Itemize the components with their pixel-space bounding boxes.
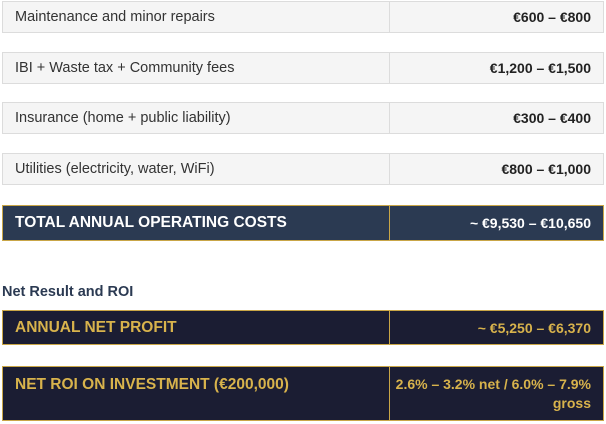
roi-label: NET ROI ON INVESTMENT (€200,000) [2, 366, 390, 421]
net-roi-row: NET ROI ON INVESTMENT (€200,000) 2.6% – … [2, 366, 604, 421]
cost-row-maintenance: Maintenance and minor repairs €600 – €80… [2, 1, 604, 33]
section-title: Net Result and ROI [2, 284, 134, 300]
cost-value: €1,200 – €1,500 [390, 52, 604, 84]
cost-value: €300 – €400 [390, 102, 604, 134]
cost-row-utilities: Utilities (electricity, water, WiFi) €80… [2, 153, 604, 185]
roi-value: 2.6% – 3.2% net / 6.0% – 7.9% gross [390, 366, 604, 421]
annual-net-profit-row: ANNUAL NET PROFIT ~ €5,250 – €6,370 [2, 310, 604, 345]
cost-row-taxes: IBI + Waste tax + Community fees €1,200 … [2, 52, 604, 84]
cost-label: Utilities (electricity, water, WiFi) [2, 153, 390, 185]
total-value: ~ €9,530 – €10,650 [390, 205, 604, 241]
cost-label: Maintenance and minor repairs [2, 1, 390, 33]
cost-label: IBI + Waste tax + Community fees [2, 52, 390, 84]
cost-value: €800 – €1,000 [390, 153, 604, 185]
cost-value: €600 – €800 [390, 1, 604, 33]
total-operating-costs-row: TOTAL ANNUAL OPERATING COSTS ~ €9,530 – … [2, 205, 604, 241]
cost-row-insurance: Insurance (home + public liability) €300… [2, 102, 604, 134]
profit-label: ANNUAL NET PROFIT [2, 310, 390, 345]
profit-value: ~ €5,250 – €6,370 [390, 310, 604, 345]
total-label: TOTAL ANNUAL OPERATING COSTS [2, 205, 390, 241]
cost-label: Insurance (home + public liability) [2, 102, 390, 134]
